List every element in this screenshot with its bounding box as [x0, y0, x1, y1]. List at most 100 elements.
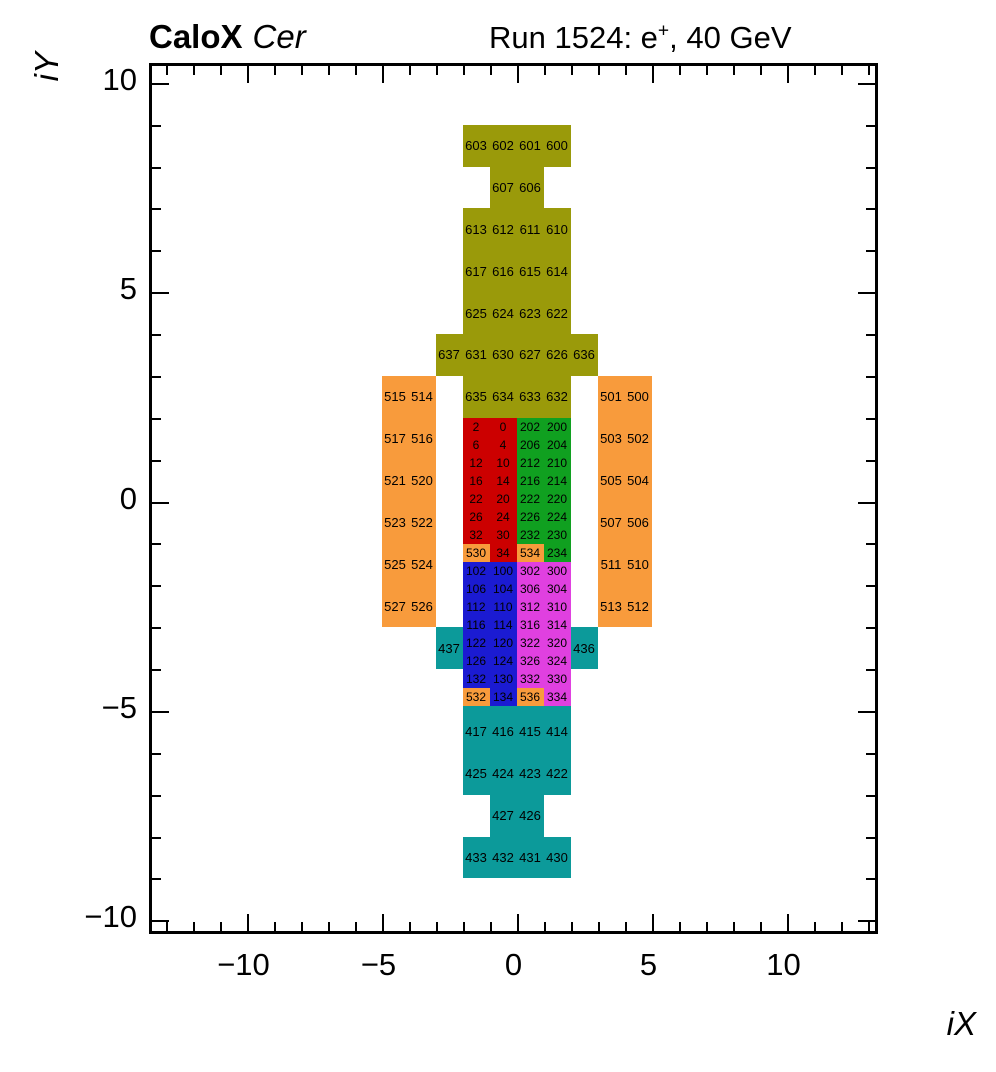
cell-label: 216 [519, 473, 541, 488]
calorimeter-cell: 520 [408, 459, 436, 502]
y-tick-label: 5 [119, 271, 137, 307]
cell-label: 10 [496, 455, 510, 470]
cell-label: 304 [546, 581, 568, 596]
axis-tick [786, 66, 789, 83]
axis-tick [152, 292, 169, 295]
axis-tick [152, 710, 169, 713]
calorimeter-cell: 534 [516, 543, 544, 562]
x-tick-label: 5 [639, 947, 658, 982]
cell-label: 617 [465, 263, 487, 279]
calorimeter-cell: 232 [516, 525, 544, 544]
axis-tick [152, 375, 161, 378]
calorimeter-cell: 417 [462, 710, 490, 753]
cell-label: 504 [627, 473, 649, 489]
axis-tick [866, 543, 875, 546]
calorimeter-cell: 14 [489, 471, 517, 490]
cell-label: 615 [519, 263, 541, 279]
x-tick-label: −10 [217, 947, 270, 982]
calorimeter-cell: 4 [489, 435, 517, 454]
calorimeter-cell: 222 [516, 489, 544, 508]
cell-label: 520 [411, 473, 433, 489]
calorimeter-cell: 626 [543, 334, 571, 376]
cell-label: 426 [519, 808, 541, 824]
axis-tick [489, 922, 492, 931]
calorimeter-cell: 610 [543, 208, 571, 251]
axis-tick [489, 66, 492, 75]
calorimeter-cell: 100 [489, 561, 517, 580]
calorimeter-cell: 501 [597, 375, 625, 418]
cell-label: 0 [499, 419, 507, 434]
charge-sign-label: + [657, 20, 670, 42]
calorimeter-cell: 116 [462, 615, 490, 634]
cell-label: 210 [546, 455, 568, 470]
axis-tick [192, 66, 195, 75]
calorimeter-cell: 507 [597, 501, 625, 544]
cell-label: 627 [519, 347, 541, 363]
cell-label: 630 [492, 347, 514, 363]
calorimeter-cell: 607 [489, 166, 517, 209]
cell-label: 431 [519, 849, 541, 865]
cell-label: 514 [411, 389, 433, 405]
axis-tick [813, 922, 816, 931]
calorimeter-cell: 320 [543, 633, 571, 652]
axis-tick [152, 501, 169, 504]
axis-tick [516, 914, 519, 931]
calorimeter-cell: 601 [516, 124, 544, 167]
cell-label: 430 [546, 849, 568, 865]
cell-label: 525 [384, 556, 406, 572]
cell-label: 204 [546, 437, 568, 452]
axis-tick [152, 82, 169, 85]
axis-tick [300, 922, 303, 931]
axis-tick [858, 501, 875, 504]
calorimeter-cell: 512 [624, 585, 652, 628]
axis-tick [866, 417, 875, 420]
calorimeter-cell: 624 [489, 292, 517, 334]
calorimeter-cell: 423 [516, 752, 544, 795]
cell-label: 12 [469, 455, 483, 470]
axis-tick [866, 250, 875, 253]
calorimeter-cell: 635 [462, 375, 490, 418]
calorimeter-cell: 214 [543, 471, 571, 490]
axis-tick [219, 66, 222, 75]
calorimeter-cell: 437 [435, 627, 463, 669]
calorimeter-cell: 32 [462, 525, 490, 544]
calorimeter-cell: 634 [489, 375, 517, 418]
calorimeter-cell: 511 [597, 543, 625, 586]
calorimeter-cell: 515 [381, 375, 409, 418]
calorimeter-cell: 416 [489, 710, 517, 753]
axis-tick [866, 794, 875, 797]
axis-tick [858, 920, 875, 923]
axis-tick [570, 66, 573, 75]
cell-label: 134 [492, 689, 514, 704]
calorimeter-cell: 530 [462, 543, 490, 562]
cell-label: 116 [466, 617, 486, 632]
axis-tick [408, 922, 411, 931]
calorimeter-cell: 514 [408, 375, 436, 418]
calorimeter-cell: 110 [489, 597, 517, 616]
calorimeter-cell: 212 [516, 453, 544, 472]
cell-label: 30 [496, 527, 510, 542]
cell-label: 521 [384, 473, 406, 489]
calorimeter-cell: 633 [516, 375, 544, 418]
cell-label: 330 [546, 671, 568, 686]
axis-tick [435, 66, 438, 75]
y-tick-label: 10 [102, 61, 137, 97]
cell-label: 130 [492, 671, 514, 686]
calorimeter-cell: 510 [624, 543, 652, 586]
calorimeter-cell: 617 [462, 250, 490, 293]
calorimeter-cell: 424 [489, 752, 517, 795]
cell-label: 632 [546, 389, 568, 405]
calorimeter-cell: 26 [462, 507, 490, 526]
cell-label: 312 [519, 599, 541, 614]
calorimeter-cell: 504 [624, 459, 652, 502]
cell-label: 517 [384, 431, 406, 447]
cell-label: 637 [438, 347, 460, 363]
calorimeter-cell: 427 [489, 794, 517, 837]
axis-tick [866, 627, 875, 630]
axis-tick [152, 543, 161, 546]
calorimeter-cell: 433 [462, 836, 490, 879]
cell-label: 112 [466, 599, 486, 614]
axis-tick [866, 334, 875, 336]
calorimeter-cell: 300 [543, 561, 571, 580]
